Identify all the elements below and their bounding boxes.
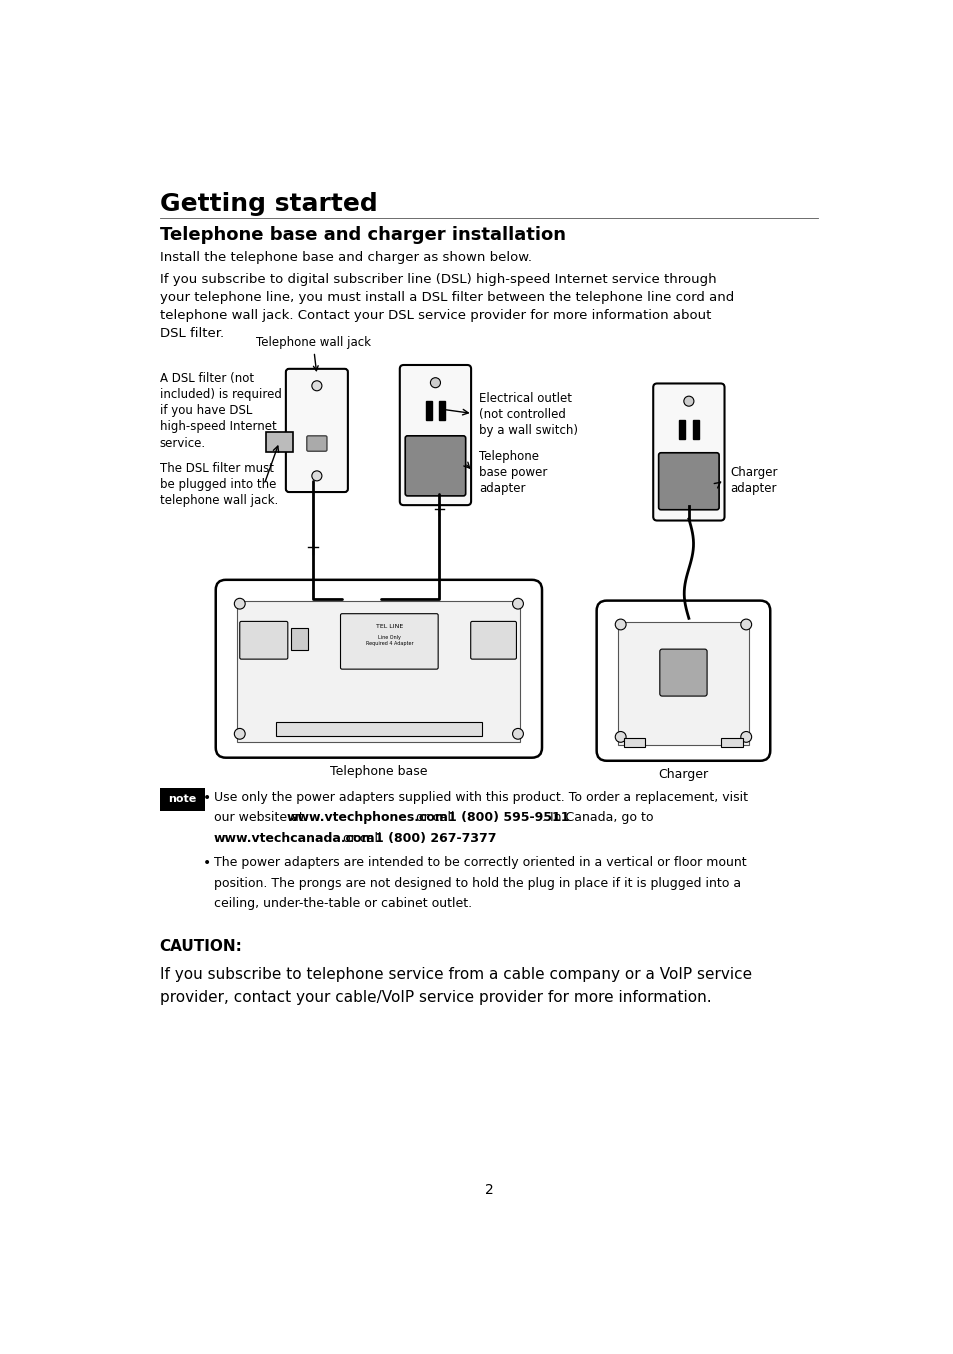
Text: www.vtechcanada.com: www.vtechcanada.com xyxy=(213,831,375,845)
Text: www.vtechphones.com: www.vtechphones.com xyxy=(286,811,448,825)
Text: Install the telephone base and charger as shown below.: Install the telephone base and charger a… xyxy=(159,250,531,264)
Circle shape xyxy=(234,598,245,609)
Text: or call: or call xyxy=(412,811,458,825)
Text: 1 (800) 267-7377: 1 (800) 267-7377 xyxy=(375,831,496,845)
Bar xyxy=(692,420,698,439)
Text: 2: 2 xyxy=(484,1183,493,1197)
Text: provider, contact your cable/VoIP service provider for more information.: provider, contact your cable/VoIP servic… xyxy=(159,990,710,1005)
Circle shape xyxy=(312,471,321,481)
Text: . In Canada, go to: . In Canada, go to xyxy=(541,811,653,825)
Text: Electrical outlet: Electrical outlet xyxy=(478,391,571,405)
Text: or call: or call xyxy=(338,831,385,845)
Text: included) is required: included) is required xyxy=(159,389,281,401)
Circle shape xyxy=(430,378,440,387)
Text: by a wall switch): by a wall switch) xyxy=(478,424,578,437)
Text: TEL LINE: TEL LINE xyxy=(375,624,402,630)
Circle shape xyxy=(740,619,751,630)
FancyBboxPatch shape xyxy=(470,621,516,659)
Text: ceiling, under-the-table or cabinet outlet.: ceiling, under-the-table or cabinet outl… xyxy=(213,898,472,910)
Circle shape xyxy=(512,598,523,609)
Text: CAUTION:: CAUTION: xyxy=(159,940,242,955)
Text: if you have DSL: if you have DSL xyxy=(159,405,252,417)
Text: telephone wall jack. Contact your DSL service provider for more information abou: telephone wall jack. Contact your DSL se… xyxy=(159,309,710,322)
Text: DSL filter.: DSL filter. xyxy=(159,326,223,340)
Circle shape xyxy=(740,731,751,742)
Circle shape xyxy=(615,731,625,742)
FancyBboxPatch shape xyxy=(307,436,327,451)
Text: (not controlled: (not controlled xyxy=(478,408,565,421)
FancyBboxPatch shape xyxy=(239,621,288,659)
Text: high-speed Internet: high-speed Internet xyxy=(159,421,276,433)
Circle shape xyxy=(512,728,523,739)
Text: •: • xyxy=(203,791,211,804)
Text: •: • xyxy=(203,856,211,871)
FancyBboxPatch shape xyxy=(215,580,541,758)
Text: your telephone line, you must install a DSL filter between the telephone line co: your telephone line, you must install a … xyxy=(159,291,733,303)
Circle shape xyxy=(683,497,693,506)
Text: adapter: adapter xyxy=(478,482,525,496)
Text: .: . xyxy=(469,831,473,845)
Circle shape xyxy=(312,380,321,391)
Bar xyxy=(623,738,645,747)
Circle shape xyxy=(234,728,245,739)
Text: telephone wall jack.: telephone wall jack. xyxy=(159,494,277,508)
Text: The DSL filter must: The DSL filter must xyxy=(159,462,274,475)
Circle shape xyxy=(615,619,625,630)
FancyBboxPatch shape xyxy=(659,649,706,696)
FancyBboxPatch shape xyxy=(340,613,437,669)
FancyBboxPatch shape xyxy=(658,452,719,509)
Bar xyxy=(618,623,748,745)
Text: note: note xyxy=(168,795,196,804)
Text: Telephone wall jack: Telephone wall jack xyxy=(255,336,370,371)
Text: base power: base power xyxy=(478,466,547,479)
Bar xyxy=(237,601,519,742)
Circle shape xyxy=(683,397,693,406)
Bar xyxy=(720,738,742,747)
Bar xyxy=(159,788,204,811)
Text: Line Only
Required 4 Adapter: Line Only Required 4 Adapter xyxy=(365,635,413,646)
Text: 1 (800) 595-9511: 1 (800) 595-9511 xyxy=(448,811,569,825)
Bar xyxy=(266,432,293,452)
FancyBboxPatch shape xyxy=(596,601,769,761)
Text: Telephone base and charger installation: Telephone base and charger installation xyxy=(159,226,565,244)
Text: service.: service. xyxy=(159,436,206,450)
Text: Getting started: Getting started xyxy=(159,192,376,215)
FancyBboxPatch shape xyxy=(399,366,471,505)
Text: The power adapters are intended to be correctly oriented in a vertical or floor : The power adapters are intended to be co… xyxy=(213,856,745,869)
Bar xyxy=(425,401,431,421)
Text: our website at: our website at xyxy=(213,811,307,825)
Text: Use only the power adapters supplied with this product. To order a replacement, : Use only the power adapters supplied wit… xyxy=(213,791,747,804)
Text: If you subscribe to digital subscriber line (DSL) high-speed Internet service th: If you subscribe to digital subscriber l… xyxy=(159,272,716,286)
Text: Charger: Charger xyxy=(658,768,708,781)
Text: If you subscribe to telephone service from a cable company or a VoIP service: If you subscribe to telephone service fr… xyxy=(159,967,751,982)
FancyBboxPatch shape xyxy=(653,383,723,520)
Bar xyxy=(291,628,308,650)
Text: adapter: adapter xyxy=(729,482,776,496)
FancyBboxPatch shape xyxy=(286,368,348,492)
Text: A DSL filter (not: A DSL filter (not xyxy=(159,372,253,385)
Bar xyxy=(276,722,481,737)
Bar xyxy=(439,401,445,421)
FancyBboxPatch shape xyxy=(405,436,465,496)
Circle shape xyxy=(430,481,440,492)
Bar xyxy=(679,420,684,439)
Text: Telephone base: Telephone base xyxy=(330,765,427,777)
Text: Telephone: Telephone xyxy=(478,450,538,463)
Text: be plugged into the: be plugged into the xyxy=(159,478,275,492)
Text: Charger: Charger xyxy=(729,466,777,479)
Text: position. The prongs are not designed to hold the plug in place if it is plugged: position. The prongs are not designed to… xyxy=(213,876,740,890)
